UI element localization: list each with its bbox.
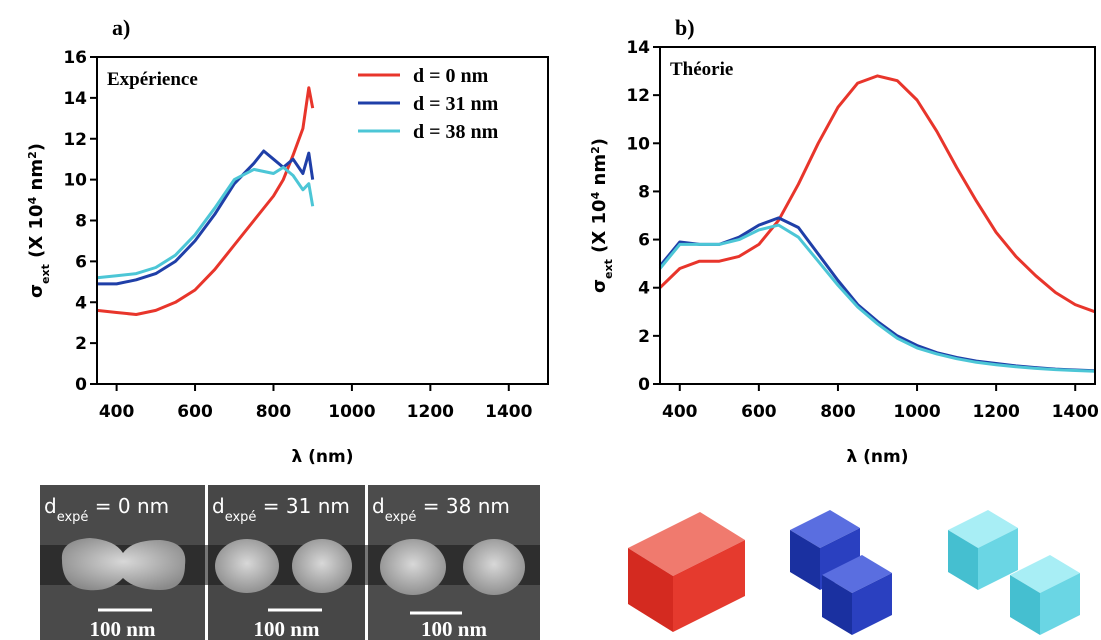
x-tick-label: 600 (741, 402, 777, 422)
y-tick-label: 6 (75, 252, 87, 272)
data-line (658, 74, 1096, 314)
y-tick-label: 14 (626, 38, 650, 58)
y-tick-label: 16 (63, 48, 87, 68)
y-axis-label-part: σ (589, 279, 610, 293)
y-tick-label: 4 (638, 279, 650, 299)
panel-label: a) (112, 15, 130, 40)
y-tick-label: 2 (638, 327, 650, 347)
sem-label-part: d (212, 494, 225, 518)
data-line (658, 216, 1096, 373)
y-tick-label: 8 (75, 212, 87, 232)
y-axis-label-part: ) (26, 143, 47, 151)
sem-label-part: = 38 nm (416, 494, 509, 518)
y-axis-label-part: nm (589, 154, 610, 192)
y-tick-label: 4 (75, 293, 87, 313)
sem-label-part: d (372, 494, 385, 518)
y-axis-label-part: ext (39, 264, 52, 284)
scale-bar-label: 100 nm (421, 617, 487, 640)
x-tick-label: 1400 (485, 402, 532, 422)
sem-label-part: expé (385, 510, 417, 525)
y-axis-label-part: (X 10 (26, 204, 47, 264)
y-axis-label: σext (X 104 nm2) (589, 138, 615, 293)
y-tick-label: 0 (75, 375, 87, 395)
sem-label-part: expé (57, 510, 89, 525)
x-tick-label: 400 (662, 402, 698, 422)
y-tick-label: 12 (63, 130, 87, 150)
y-axis-label-part: nm (26, 159, 47, 197)
x-tick-label: 1200 (972, 402, 1019, 422)
y-axis-label-part: 4 (26, 196, 39, 204)
y-axis-label-part: ext (602, 259, 615, 279)
x-axis-label: λ (nm) (291, 447, 353, 467)
annotation: Théorie (670, 59, 733, 80)
y-tick-label: 10 (63, 171, 87, 191)
x-tick-label: 1000 (893, 402, 940, 422)
y-axis-label: σext (X 104 nm2) (26, 143, 52, 298)
legend-label: d = 38 nm (413, 121, 499, 143)
sem-label: dexpé = 0 nm (44, 494, 169, 525)
y-tick-label: 6 (638, 231, 650, 251)
y-axis-label-part: (X 10 (589, 199, 610, 259)
y-axis-label-part: 2 (26, 151, 39, 159)
scale-bar-label: 100 nm (254, 617, 320, 640)
y-tick-label: 10 (626, 134, 650, 154)
x-tick-label: 400 (99, 402, 135, 422)
plot-frame (96, 56, 549, 385)
annotation: Expérience (107, 69, 198, 90)
sem-images (40, 485, 540, 640)
x-tick-label: 1400 (1052, 402, 1099, 422)
model-blocks (628, 510, 1080, 635)
x-tick-label: 600 (177, 402, 213, 422)
sem-label-part: = 0 nm (88, 494, 169, 518)
x-tick-label: 800 (256, 402, 292, 422)
plot-frame (659, 46, 1096, 385)
y-tick-label: 0 (638, 375, 650, 395)
x-tick-label: 1000 (328, 402, 375, 422)
y-axis-label-part: ) (589, 138, 610, 146)
y-tick-label: 12 (626, 86, 650, 106)
legend-label: d = 0 nm (413, 65, 489, 87)
sem-label: dexpé = 38 nm (372, 494, 510, 525)
x-axis-label: λ (nm) (846, 447, 908, 467)
panel-label: b) (675, 15, 695, 40)
y-tick-label: 14 (63, 89, 87, 109)
sem-label: dexpé = 31 nm (212, 494, 350, 525)
x-tick-label: 800 (820, 402, 856, 422)
data-line (658, 223, 1096, 373)
y-axis-label-part: σ (26, 284, 47, 298)
y-axis-label-part: 2 (589, 146, 602, 154)
y-axis-label-part: 4 (589, 191, 602, 199)
x-tick-label: 1200 (407, 402, 454, 422)
data-line (96, 86, 315, 316)
data-line (96, 165, 315, 280)
sem-label-part: = 31 nm (256, 494, 349, 518)
sem-label-part: d (44, 494, 57, 518)
legend-label: d = 31 nm (413, 93, 499, 115)
y-tick-label: 2 (75, 334, 87, 354)
y-tick-label: 8 (638, 182, 650, 202)
scale-bar-label: 100 nm (90, 617, 156, 640)
sem-label-part: expé (225, 510, 257, 525)
